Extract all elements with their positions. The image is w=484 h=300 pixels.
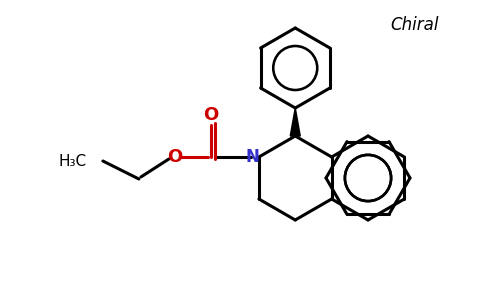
Text: Chiral: Chiral — [391, 16, 439, 34]
Text: O: O — [203, 106, 218, 124]
Text: O: O — [167, 148, 182, 166]
Text: N: N — [246, 148, 260, 166]
Text: H₃C: H₃C — [59, 154, 87, 169]
Polygon shape — [290, 108, 300, 136]
